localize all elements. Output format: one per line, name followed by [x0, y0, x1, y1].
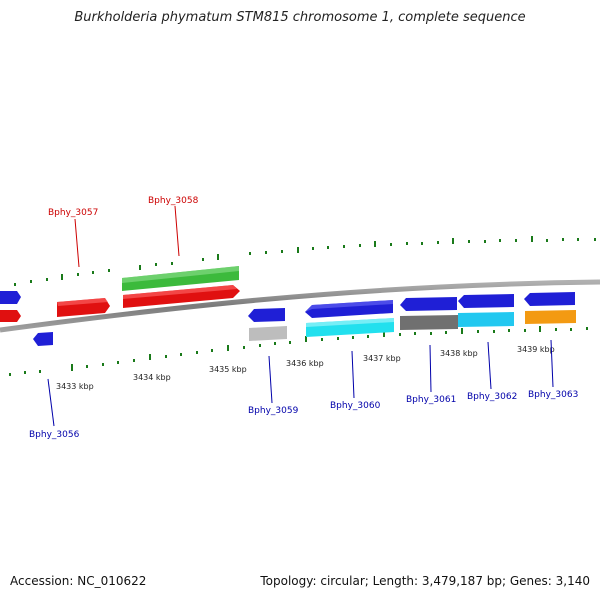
genome-summary-text: Topology: circular; Length: 3,479,187 bp…: [260, 574, 590, 588]
gene-arrow-bphy-3063[interactable]: [524, 292, 575, 306]
scale-label-3439: 3439 kbp: [517, 345, 555, 354]
scale-label-3434: 3434 kbp: [133, 373, 171, 382]
gene-arrow-bphy-3058-green[interactable]: [122, 266, 239, 291]
leader-line-bphy-3060: [351, 350, 355, 399]
map-title: Burkholderia phymatum STM815 chromosome …: [74, 10, 526, 25]
accession-text: Accession: NC_010622: [10, 574, 147, 588]
gene-block-bphy-3061-darkgrey[interactable]: [400, 315, 458, 330]
leader-line-bphy-3062: [487, 341, 492, 390]
gene-block-bphy-3060-cyan[interactable]: [306, 318, 394, 337]
leader-line-bphy-3061: [429, 344, 432, 393]
gene-arrow-bphy-3056[interactable]: [33, 332, 53, 346]
gene-label-bphy-3062[interactable]: Bphy_3062: [467, 392, 517, 402]
leader-line-bphy-3057: [74, 218, 80, 268]
gene-label-bphy-3060[interactable]: Bphy_3060: [330, 401, 381, 411]
leader-line-bphy-3063: [550, 339, 554, 388]
upper-tick-row: [14, 236, 596, 286]
gene-block-bphy-3063-orange[interactable]: [525, 310, 576, 324]
gene-arrow-left-edge-blue[interactable]: [0, 291, 21, 304]
gene-arrow-bphy-3061[interactable]: [400, 297, 457, 311]
gene-arrow-left-edge-red[interactable]: [0, 310, 21, 322]
scale-label-3433: 3433 kbp: [56, 382, 94, 391]
scale-label-3435: 3435 kbp: [209, 365, 247, 374]
gene-label-bphy-3059[interactable]: Bphy_3059: [248, 406, 299, 416]
gene-arrow-bphy-3059[interactable]: [248, 308, 285, 322]
gene-block-bphy-3062-skyblue[interactable]: [458, 312, 514, 327]
gene-arrow-bphy-3062[interactable]: [458, 294, 514, 308]
scale-label-3438: 3438 kbp: [440, 349, 478, 358]
gene-label-bphy-3058[interactable]: Bphy_3058: [148, 196, 199, 206]
gene-block-bphy-3059-grey[interactable]: [249, 326, 287, 341]
lower-tick-row: [9, 326, 588, 376]
chromosome-backbone: [0, 279, 600, 333]
leader-line-bphy-3059: [268, 355, 273, 404]
gene-arrow-bphy-3057[interactable]: [57, 298, 110, 317]
leader-line-bphy-3056: [47, 378, 55, 427]
gene-label-bphy-3061[interactable]: Bphy_3061: [406, 395, 456, 405]
gene-label-bphy-3057[interactable]: Bphy_3057: [48, 208, 98, 218]
gene-arrow-bphy-3060[interactable]: [305, 300, 393, 318]
scale-label-3437: 3437 kbp: [363, 354, 401, 363]
gene-label-bphy-3063[interactable]: Bphy_3063: [528, 390, 578, 400]
gene-arrow-bphy-3058-red[interactable]: [123, 285, 240, 308]
scale-label-3436: 3436 kbp: [286, 359, 324, 368]
gene-label-bphy-3056[interactable]: Bphy_3056: [29, 430, 80, 440]
leader-line-bphy-3058: [174, 205, 180, 257]
